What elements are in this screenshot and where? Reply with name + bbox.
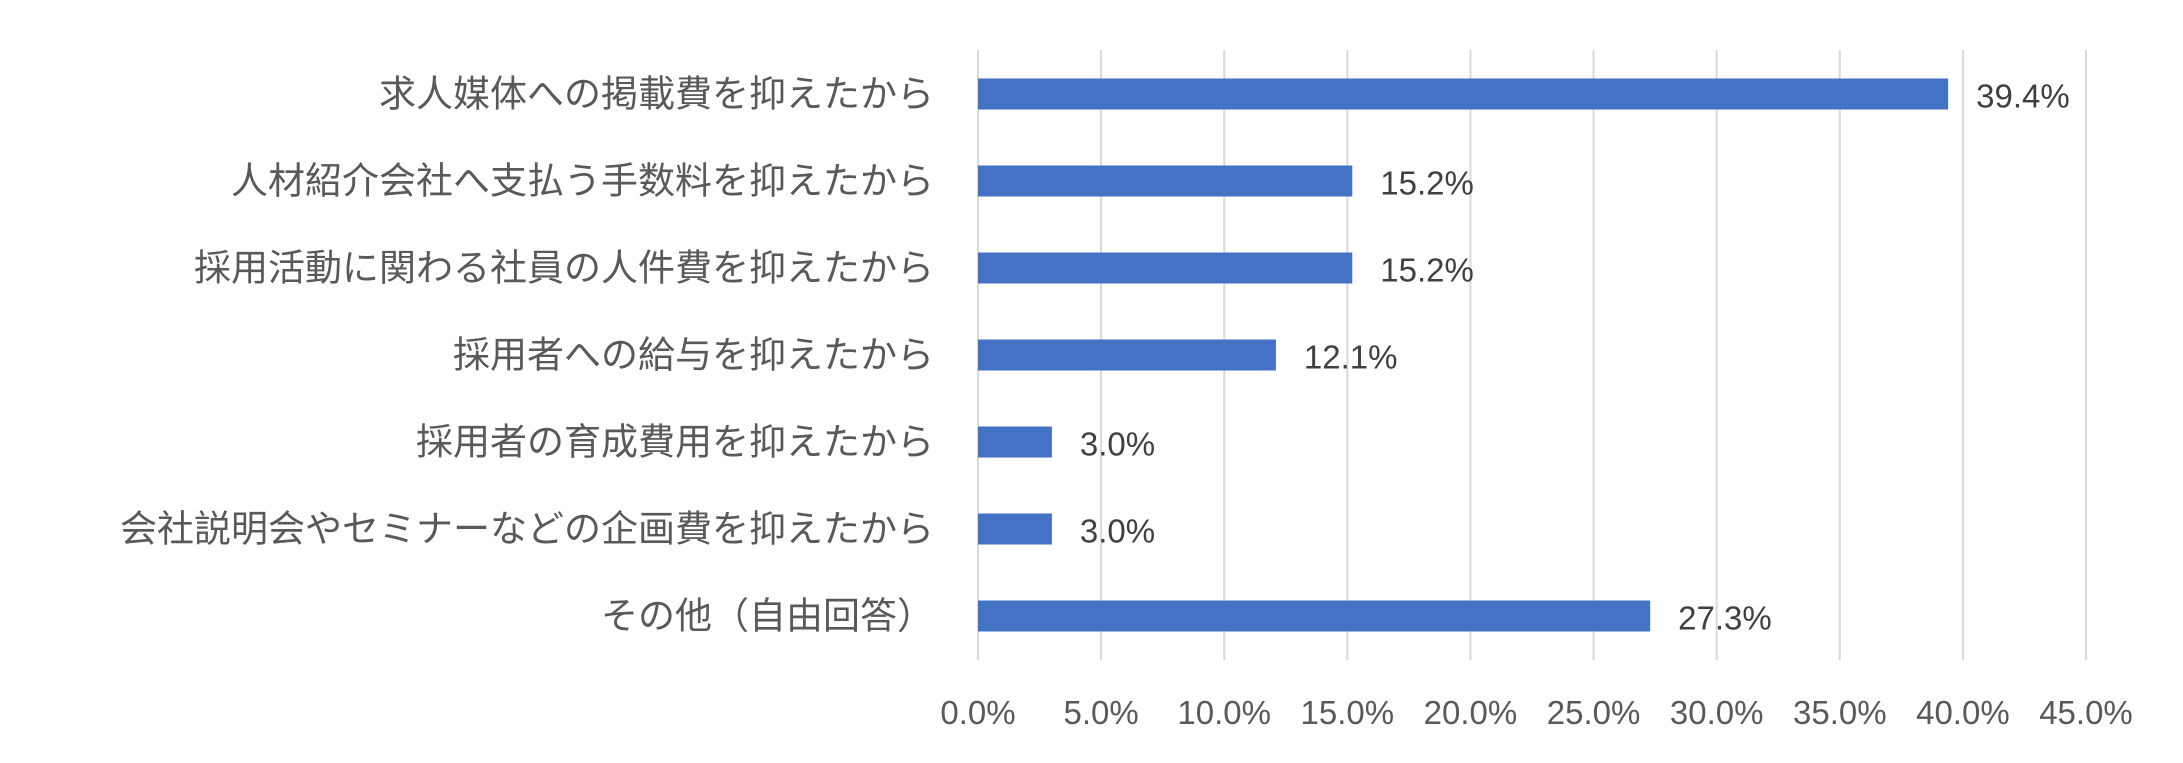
data-label: 39.4% [1976,78,2070,115]
data-label: 27.3% [1678,600,1772,637]
x-tick-label: 0.0% [940,694,1015,731]
x-tick-label: 25.0% [1547,694,1641,731]
bar [978,426,1052,458]
data-label: 3.0% [1080,426,1155,463]
x-tick-label: 20.0% [1424,694,1518,731]
category-label: 求人媒体への掲載費を抑えたから [379,73,934,116]
bar [978,165,1353,197]
x-tick-label: 35.0% [1793,694,1887,731]
category-label: その他（自由回答） [601,595,934,638]
bar [978,252,1353,284]
x-tick-label: 5.0% [1064,694,1139,731]
category-label: 採用活動に関わる社員の人件費を抑えたから [194,247,934,290]
x-tick-label: 10.0% [1177,694,1271,731]
bar [978,339,1276,371]
data-labels: 39.4% 15.2% 15.2% 12.1% 3.0% 3.0% 27.3% [1080,78,2070,637]
x-tick-label: 30.0% [1670,694,1764,731]
category-labels: 求人媒体への掲載費を抑えたから人材紹介会社へ支払う手数料を抑えたから採用活動に関… [120,73,934,638]
data-label: 12.1% [1304,339,1398,376]
bars [978,78,1949,632]
x-tick-label: 40.0% [1916,694,2010,731]
category-label: 人材紹介会社へ支払う手数料を抑えたから [231,160,934,203]
category-label: 採用者の育成費用を抑えたから [416,421,934,464]
gridlines [977,50,2087,660]
data-label: 15.2% [1380,165,1474,202]
data-label: 3.0% [1080,513,1155,550]
bar [978,513,1052,545]
category-label: 採用者への給与を抑えたから [453,334,934,377]
bar [978,600,1651,632]
x-axis-tick-labels: 0.0% 5.0% 10.0% 15.0% 20.0% 25.0% 30.0% 35.0% 40… [940,694,2132,731]
x-tick-label: 15.0% [1301,694,1395,731]
category-label: 会社説明会やセミナーなどの企画費を抑えたから [120,508,934,551]
x-tick-label: 45.0% [2039,694,2133,731]
bar [978,78,1949,110]
data-label: 15.2% [1380,252,1474,289]
